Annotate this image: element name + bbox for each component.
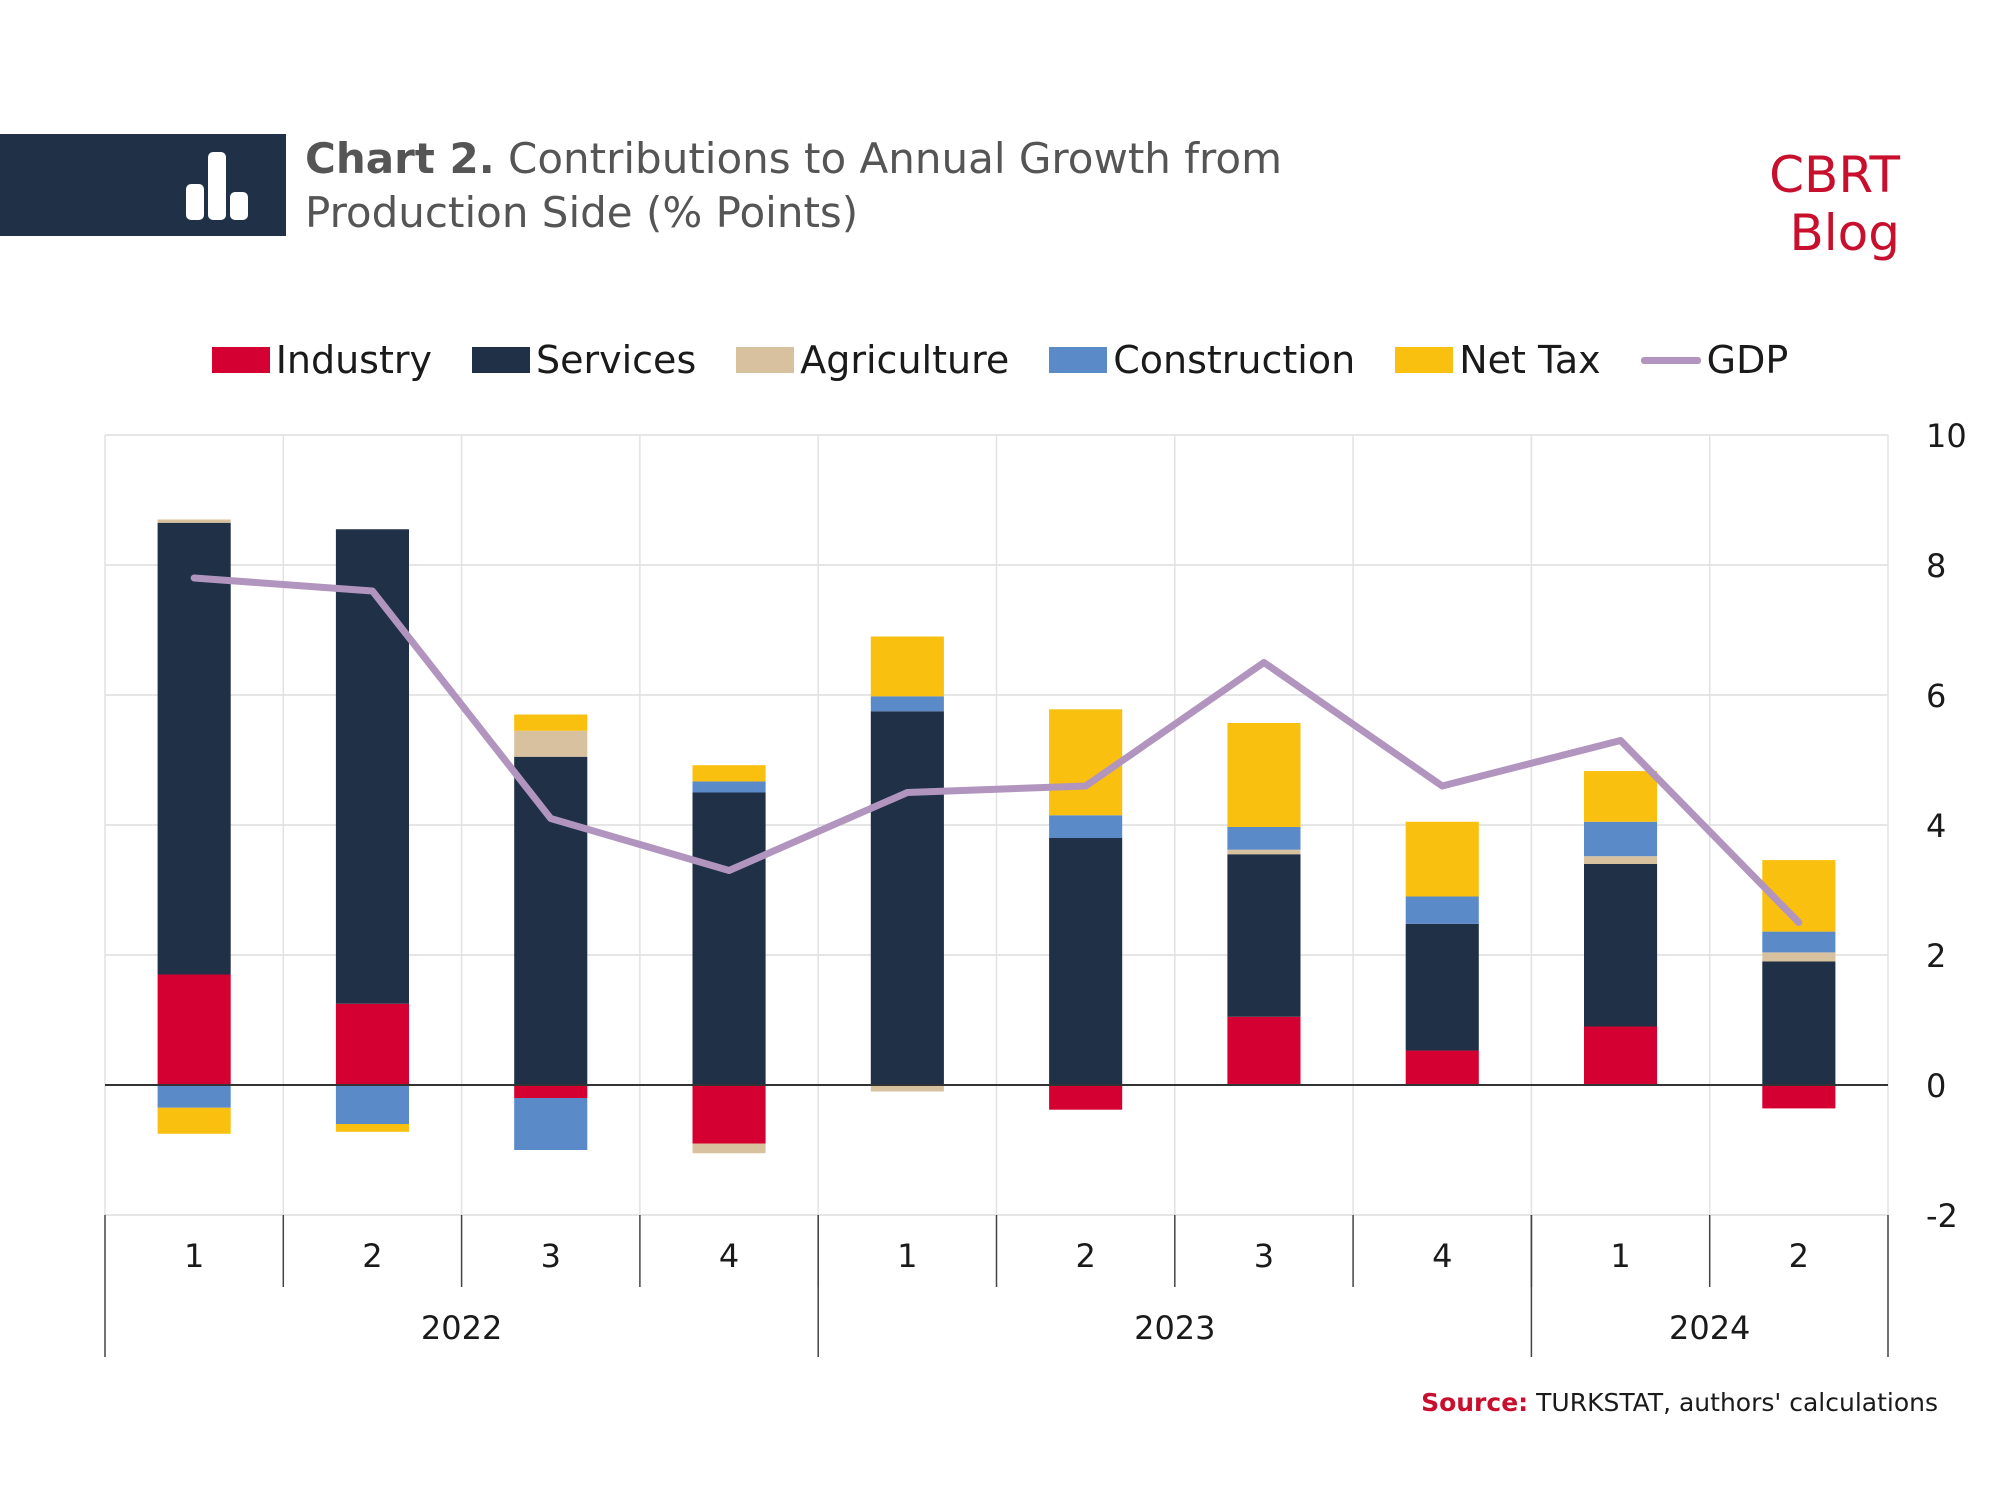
x-tick-label: 4 [1432, 1237, 1452, 1275]
bar-net-tax [870, 636, 944, 697]
bar-construction [1405, 896, 1479, 924]
bar-services [1227, 854, 1301, 1017]
x-tick-label: 1 [184, 1237, 204, 1275]
legend-item-net-tax: Net Tax [1395, 338, 1601, 382]
bar-agriculture [1762, 952, 1836, 962]
bar-services [335, 529, 410, 1004]
bar-industry [1227, 1016, 1301, 1085]
bar-net-tax [1227, 722, 1301, 827]
legend-item-construction: Construction [1049, 338, 1355, 382]
title-line-2: Production Side (% Points) [305, 188, 859, 237]
bar-construction [692, 781, 766, 793]
bar-agriculture [1227, 849, 1301, 855]
bar-net-tax [514, 714, 588, 731]
legend-swatch-construction [1049, 347, 1108, 373]
bar-services [692, 792, 766, 1085]
source-text: TURKSTAT, authors' calculations [1536, 1388, 1938, 1417]
bar-construction [157, 1085, 231, 1108]
bar-construction [514, 1098, 588, 1150]
y-tick-label: 8 [1926, 547, 1946, 585]
bar-agriculture [870, 1085, 944, 1092]
x-tick-label: 3 [1254, 1237, 1274, 1275]
title-text-1: Contributions to Annual Growth from [508, 134, 1283, 183]
bar-net-tax [1583, 771, 1658, 822]
bar-construction [1583, 821, 1658, 857]
chart-legend: Industry Services Agriculture Construction N… [0, 338, 2000, 382]
header-band [0, 134, 286, 236]
chart-title: Chart 2. Contributions to Annual Growth … [305, 132, 1605, 240]
legend-item-gdp: GDP [1640, 338, 1789, 382]
bar-services [1049, 838, 1123, 1085]
bar-net-tax [335, 1124, 410, 1132]
x-tick-label: 1 [897, 1237, 917, 1275]
bar-net-tax [157, 1107, 231, 1134]
legend-swatch-services [472, 347, 530, 373]
bar-industry [335, 1003, 410, 1085]
y-tick-label: 6 [1926, 677, 1946, 715]
legend-swatch-net-tax [1395, 347, 1454, 373]
y-tick-label: 0 [1926, 1067, 1946, 1105]
legend-swatch-agriculture [736, 347, 795, 373]
brand-label: CBRT Blog [1769, 146, 1900, 262]
chart-label: Chart 2. [305, 134, 495, 183]
legend-label-gdp: GDP [1706, 338, 1789, 382]
y-tick-label: -2 [1926, 1197, 1958, 1235]
title-line-1: Chart 2. Contributions to Annual Growth … [305, 132, 1605, 186]
y-tick-label: 4 [1926, 807, 1946, 845]
bar-construction [335, 1085, 410, 1124]
y-tick-label: 10 [1926, 417, 1967, 455]
legend-item-industry: Industry [211, 338, 432, 382]
legend-label-services: Services [536, 338, 697, 382]
bar-industry [1762, 1085, 1836, 1109]
legend-item-agriculture: Agriculture [736, 338, 1009, 382]
bar-services [1762, 961, 1836, 1085]
bar-construction [1049, 815, 1123, 838]
bar-net-tax [692, 765, 766, 782]
legend-label-net-tax: Net Tax [1459, 338, 1601, 382]
bar-industry [1049, 1085, 1123, 1110]
bar-agriculture [514, 730, 588, 757]
legend-swatch-industry [211, 347, 270, 373]
bar-agriculture [1583, 856, 1658, 864]
bar-net-tax [1049, 709, 1123, 816]
bar-industry [1405, 1050, 1479, 1085]
source-label: Source: [1421, 1388, 1529, 1417]
x-tick-label: 2 [1789, 1237, 1809, 1275]
x-tick-label: 2 [362, 1237, 382, 1275]
bar-agriculture [692, 1143, 766, 1154]
legend-item-services: Services [472, 338, 696, 382]
y-tick-label: 2 [1926, 937, 1946, 975]
year-group-label: 2022 [421, 1309, 502, 1347]
bar-services [1583, 864, 1658, 1027]
bar-services [514, 756, 588, 1085]
bar-construction [1762, 931, 1836, 953]
bar-chart-icon [186, 152, 248, 220]
bar-agriculture [157, 519, 231, 523]
bar-services [1405, 923, 1479, 1051]
year-group-label: 2024 [1669, 1309, 1750, 1347]
x-tick-label: 3 [541, 1237, 561, 1275]
legend-label-industry: Industry [275, 338, 432, 382]
bar-services [157, 522, 231, 975]
bar-construction [1227, 826, 1301, 850]
legend-swatch-gdp [1640, 356, 1701, 364]
legend-label-construction: Construction [1113, 338, 1356, 382]
x-tick-label: 2 [1075, 1237, 1095, 1275]
bar-industry [157, 974, 231, 1085]
x-tick-label: 1 [1610, 1237, 1630, 1275]
x-tick-label: 4 [719, 1237, 739, 1275]
bar-construction [870, 696, 944, 712]
bar-industry [692, 1085, 766, 1144]
year-group-label: 2023 [1134, 1309, 1215, 1347]
line-gdp [190, 574, 1803, 926]
bar-industry [1583, 1026, 1658, 1085]
legend-label-agriculture: Agriculture [800, 338, 1010, 382]
bar-industry [514, 1085, 588, 1098]
bar-services [870, 711, 944, 1085]
source-note: Source: TURKSTAT, authors' calculations [1421, 1388, 1938, 1417]
bar-net-tax [1405, 821, 1479, 897]
